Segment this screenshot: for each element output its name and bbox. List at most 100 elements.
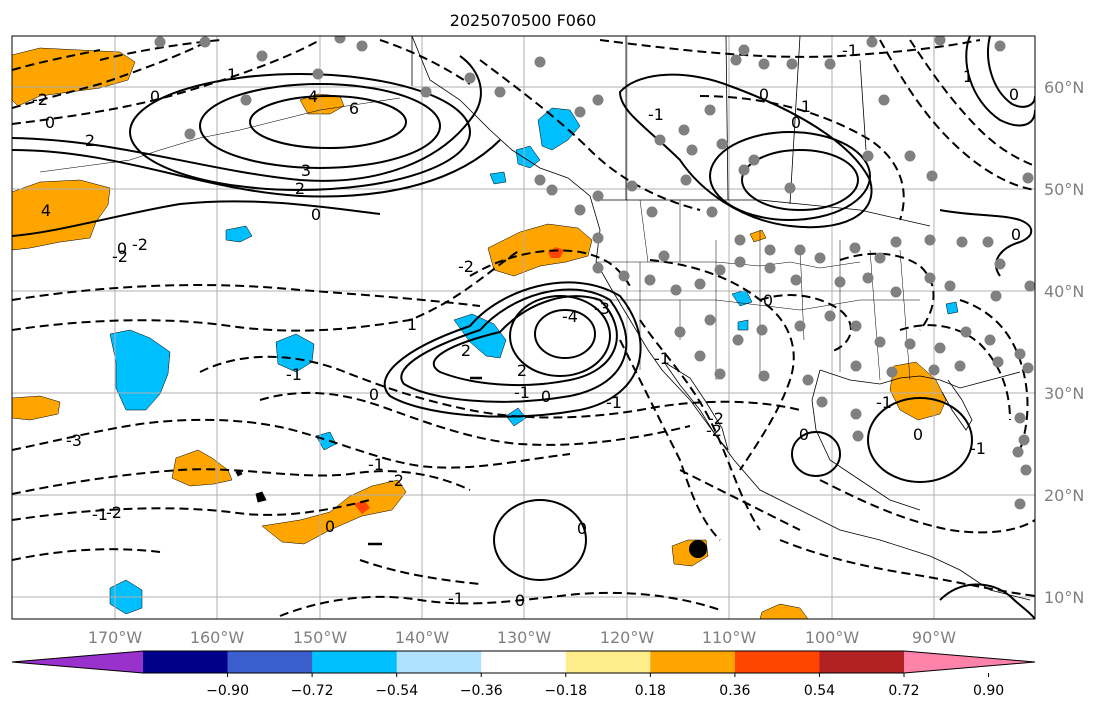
contour-label: -1 [654,349,670,368]
dashed-contour [779,539,1035,597]
station-dot [934,342,946,354]
dashed-contour [12,468,471,495]
solid-contour [432,295,618,387]
station-dot [716,138,728,150]
solid-contour [741,149,859,211]
station-dot [534,174,546,186]
station-dot [732,334,744,346]
station-markers [154,36,1035,510]
station-dot [878,94,890,106]
station-dot [694,350,706,362]
us-state-borders [596,199,920,381]
station-dot [1014,498,1026,510]
station-dot [574,204,586,216]
contour-label: -3 [594,299,610,318]
solid-contour [709,131,871,221]
colorbar-tick-label: −0.72 [291,683,334,699]
station-dot [256,50,268,62]
negative-anomaly-patch [945,301,959,315]
solid-contour [509,295,611,377]
contour-label: 0 [913,425,923,444]
contour-label: 0 [325,517,335,536]
station-dot [574,106,586,118]
contour-label: -1 [876,393,892,412]
station-dot [928,364,940,376]
station-dot [982,236,994,248]
colorbar-segment [734,651,820,673]
station-dot [494,86,506,98]
station-dot [802,374,814,386]
station-dot [730,54,742,66]
solid-contour [383,281,642,418]
station-dot [592,190,604,202]
station-dot [794,244,806,256]
station-dot [992,356,1004,368]
station-dot [334,36,346,44]
dashed-contour [479,59,701,211]
station-dot [546,184,558,196]
negative-anomaly-patch [737,319,749,331]
longitude-label: 160°W [190,628,245,647]
station-dot [420,86,432,98]
negative-anomaly-patch [109,329,171,411]
station-dot [926,170,938,182]
strong-positive-anomaly-patch [354,500,370,514]
contour-lines [12,36,1035,619]
dashed-contour [469,249,631,287]
station-dot [654,134,666,146]
station-dot [890,286,902,298]
contour-label: 3 [301,161,311,180]
colorbar-segment [650,651,736,673]
colorbar-tick-label: 0.72 [888,683,919,699]
dashed-contour [359,559,481,585]
solid-contour [199,83,441,169]
station-dot [834,276,846,288]
longitude-label: 140°W [395,628,450,647]
positive-anomaly-patch [889,361,947,421]
dashed-contour [839,252,935,331]
contour-label: 0 [763,291,773,310]
contour-label: 0 [577,519,587,538]
station-dot [670,284,682,296]
station-dot [674,326,686,338]
dashed-contour [899,324,1011,421]
contour-label: -2 [32,90,48,109]
station-dot [824,58,836,70]
solid-contour [867,397,973,483]
station-dot [680,174,692,186]
station-dot [990,290,1002,302]
colorbar-outline [11,650,1036,674]
contour-label: -2 [458,257,474,276]
positive-anomaly-patch [261,479,407,545]
station-dot [1012,446,1024,458]
solid-contour [12,55,482,182]
dashed-contour [879,39,1035,191]
colorbar-segment [227,651,313,673]
station-dot [644,274,656,286]
station-dot [706,206,718,218]
station-dot [758,370,770,382]
solid-contour [12,200,381,237]
contour-label: -2 [706,421,722,440]
contour-label: 2 [517,361,527,380]
colorbar-tick-label: 0.54 [804,683,835,699]
station-dot [758,58,770,70]
station-dot [814,252,826,264]
station-dot [154,36,166,48]
solid-contour [791,431,841,477]
solid-contour [939,583,1035,619]
negative-anomaly-patch [225,225,253,243]
negative-anomaly-patch [537,107,581,151]
station-dot [199,36,211,48]
dashed-contour [12,418,571,469]
station-dot [646,206,658,218]
colorbar-tick-label: −0.18 [544,683,587,699]
positive-anomaly-patch [299,93,345,115]
longitude-label: 100°W [805,628,860,647]
dashed-contour [12,284,481,307]
contour-label: -2 [112,247,128,266]
dashed-contour [699,95,905,221]
station-dot [874,252,886,264]
